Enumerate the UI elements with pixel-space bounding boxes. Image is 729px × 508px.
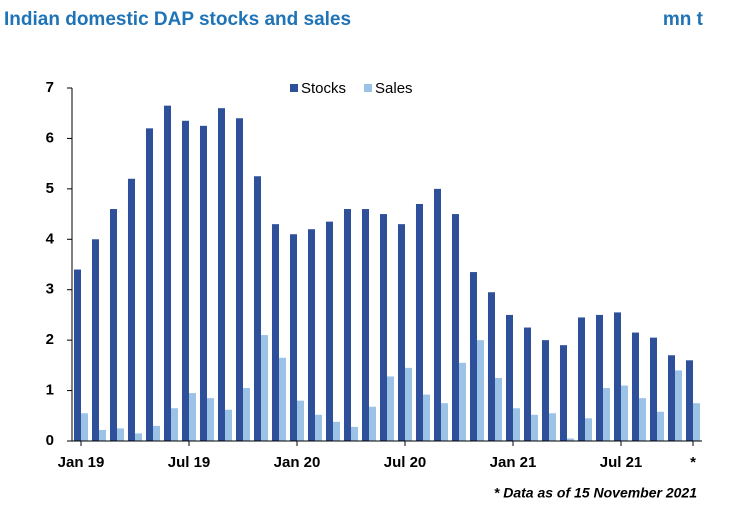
bar — [81, 413, 89, 441]
bar — [405, 367, 413, 441]
bar — [127, 178, 135, 441]
bar — [541, 340, 549, 441]
bar — [225, 409, 233, 441]
bar — [423, 394, 431, 441]
bar — [369, 406, 377, 441]
x-tick-label: Jul 21 — [600, 454, 643, 471]
y-tick-label: 2 — [46, 331, 54, 348]
bar — [181, 120, 189, 442]
bar — [171, 408, 179, 441]
y-tick-label: 0 — [46, 432, 54, 449]
bar — [379, 214, 387, 441]
bar — [631, 332, 639, 441]
bar — [685, 360, 693, 441]
bar — [549, 413, 557, 441]
bar — [531, 414, 539, 441]
bar — [415, 203, 423, 441]
bar — [73, 269, 81, 441]
y-tick-label: 5 — [46, 180, 54, 197]
x-tick-label: Jan 20 — [274, 454, 321, 471]
bar — [505, 314, 513, 441]
bar — [243, 388, 251, 441]
legend-label: Sales — [375, 80, 413, 97]
bar — [199, 125, 207, 442]
bar — [109, 209, 117, 441]
bar — [135, 433, 143, 441]
legend-swatch — [290, 84, 298, 92]
bar — [307, 229, 315, 441]
bar — [235, 118, 243, 441]
bar — [351, 426, 359, 441]
bar — [649, 337, 657, 441]
bar — [469, 272, 477, 441]
bar — [333, 421, 341, 441]
bar — [163, 105, 171, 442]
chart-title: Indian domestic DAP stocks and sales — [4, 9, 351, 30]
bar — [297, 400, 305, 441]
bar — [361, 209, 369, 441]
bar — [621, 385, 629, 441]
bar — [99, 429, 107, 441]
bar — [595, 314, 603, 441]
bar — [289, 234, 297, 441]
bar — [117, 428, 125, 441]
y-tick-label: 3 — [46, 281, 54, 298]
bar — [217, 108, 225, 442]
legend-label: Stocks — [301, 80, 346, 97]
bar — [189, 393, 197, 441]
bar — [603, 388, 611, 441]
x-tick-label: * — [690, 454, 696, 471]
bar — [487, 292, 495, 441]
bar — [675, 370, 683, 441]
bar — [397, 224, 405, 441]
bar — [387, 376, 395, 441]
bar — [145, 128, 153, 442]
bar — [91, 239, 99, 441]
bar — [495, 377, 503, 441]
x-tick-label: Jan 19 — [58, 454, 105, 471]
bar — [613, 312, 621, 441]
x-tick-label: Jul 20 — [384, 454, 427, 471]
bar — [523, 327, 531, 441]
bar — [279, 357, 287, 441]
bar — [559, 345, 567, 441]
bar — [315, 414, 323, 441]
bar — [343, 209, 351, 441]
bar — [459, 362, 467, 441]
y-tick-label: 1 — [46, 382, 54, 399]
bar — [657, 411, 665, 441]
y-tick-label: 7 — [46, 79, 54, 96]
bar — [567, 438, 575, 441]
footnote: * Data as of 15 November 2021 — [494, 485, 697, 501]
x-tick-label: Jul 19 — [168, 454, 211, 471]
bar — [667, 355, 675, 441]
bar — [441, 403, 449, 441]
bar — [693, 403, 701, 441]
y-tick-label: 4 — [46, 230, 55, 247]
x-tick-label: Jan 21 — [490, 454, 537, 471]
unit-label: mn t — [663, 9, 704, 30]
legend-swatch — [364, 84, 373, 92]
bar — [325, 221, 333, 441]
bar — [451, 214, 459, 441]
bar — [433, 188, 441, 441]
bar — [271, 224, 279, 441]
y-tick-label: 6 — [46, 129, 54, 146]
bar — [639, 398, 647, 441]
bar — [513, 408, 521, 441]
bar — [207, 398, 215, 441]
bar — [577, 317, 585, 441]
bar — [585, 418, 593, 441]
bar — [261, 335, 269, 441]
bar — [253, 176, 261, 441]
bar — [153, 425, 161, 441]
bar — [477, 340, 485, 441]
